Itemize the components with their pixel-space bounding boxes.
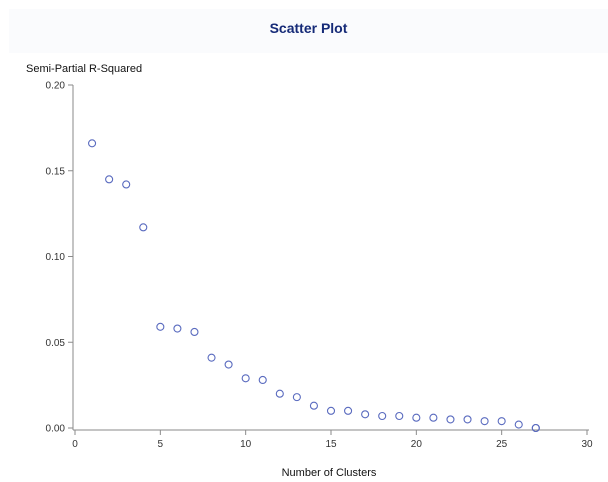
x-tick-label: 25	[496, 439, 508, 450]
title-bar: Scatter Plot	[9, 9, 608, 47]
y-tick-label: 0.05	[46, 338, 66, 349]
chart-title: Scatter Plot	[269, 20, 348, 36]
y-tick-label: 0.15	[46, 166, 66, 177]
data-point	[344, 406, 353, 415]
data-point	[139, 223, 148, 232]
data-point	[309, 401, 318, 410]
data-point	[514, 420, 523, 429]
x-tick-label: 5	[158, 439, 164, 450]
data-point	[258, 375, 267, 385]
plot-panel: Semi-Partial R-Squared Number of Cluster…	[9, 53, 608, 482]
data-point	[531, 423, 540, 433]
data-point	[497, 417, 506, 426]
data-point	[241, 374, 250, 383]
data-point	[190, 327, 199, 337]
data-point	[122, 180, 131, 189]
data-point	[292, 393, 301, 402]
x-tick-label: 20	[411, 439, 423, 450]
y-tick-label: 0.00	[46, 424, 66, 435]
scatter-plot: Semi-Partial R-Squared Number of Cluster…	[26, 63, 593, 479]
x-tick-label: 10	[240, 439, 252, 450]
data-point	[480, 417, 489, 426]
data-point	[88, 139, 97, 148]
data-point	[326, 406, 336, 415]
data-point	[446, 415, 455, 424]
data-point	[105, 175, 114, 184]
data-point	[224, 360, 233, 369]
y-tick-label: 0.10	[46, 252, 66, 263]
data-point	[395, 411, 404, 421]
data-point	[173, 324, 182, 333]
x-tick-label: 15	[325, 439, 337, 450]
data-point	[275, 389, 284, 398]
x-tick-label: 0	[72, 439, 78, 450]
y-tick-label: 0.20	[46, 81, 66, 92]
data-point	[429, 413, 438, 422]
x-axis-label: Number of Clusters	[282, 467, 377, 479]
data-point	[412, 413, 421, 422]
y-axis-label: Semi-Partial R-Squared	[26, 63, 142, 75]
data-point	[463, 415, 472, 424]
x-tick-label: 30	[581, 439, 593, 450]
data-point	[361, 410, 370, 419]
data-point	[156, 322, 165, 331]
data-point	[378, 411, 387, 421]
data-point	[207, 353, 216, 362]
chart-frame: Scatter Plot Semi-Partial R-Squared Numb…	[9, 9, 608, 482]
